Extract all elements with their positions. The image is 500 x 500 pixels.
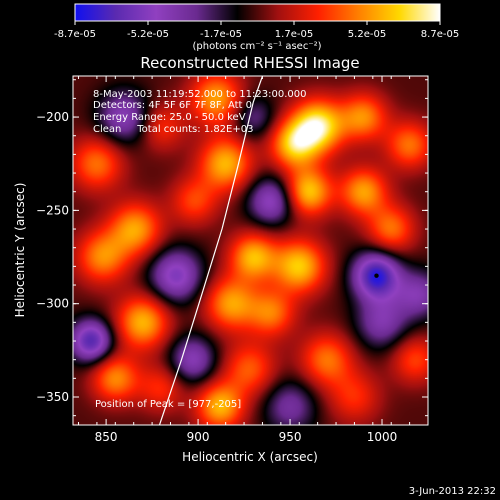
y-tick-label: −300 xyxy=(36,297,69,311)
annotations: 8-May-2003 11:19:52.000 to 11:23:00.000 … xyxy=(93,89,306,410)
annotation-energy: Energy Range: 25.0 - 50.0 keV xyxy=(93,112,246,123)
colorbar-tick-label: 1.7e-05 xyxy=(275,29,313,40)
axis-ticks: 850 900 950 1000 −200 −250 −300 −350 xyxy=(36,76,429,444)
chart-title: Reconstructed RHESSI Image xyxy=(140,54,359,72)
x-tick-label: 1000 xyxy=(367,430,398,444)
heatmap-image xyxy=(73,76,428,425)
footer-date: 3-Jun-2013 22:32 xyxy=(409,486,496,497)
annotation-peak: Position of Peak = [977,-205] xyxy=(95,399,241,410)
colorbar-unit-label: (photons cm⁻² s⁻¹ asec⁻²) xyxy=(192,41,321,52)
x-tick-label: 950 xyxy=(279,430,302,444)
peak-marker xyxy=(374,273,379,278)
y-axis-label: Heliocentric Y (arcsec) xyxy=(13,183,27,318)
colorbar-tick-label: 8.7e-05 xyxy=(421,29,459,40)
x-tick-label: 900 xyxy=(187,430,210,444)
y-tick-label: −350 xyxy=(36,390,69,404)
y-tick-label: −200 xyxy=(36,110,69,124)
y-tick-label: −250 xyxy=(36,203,69,217)
x-axis-label: Heliocentric X (arcsec) xyxy=(182,450,318,464)
plot-frame xyxy=(72,75,429,426)
colorbar: -8.7e-05 -5.2e-05 -1.7e-05 1.7e-05 5.2e-05 8.… xyxy=(54,3,459,52)
x-tick-label: 850 xyxy=(95,430,118,444)
colorbar-tick-label: -5.2e-05 xyxy=(127,29,169,40)
annotation-date-range: 8-May-2003 11:19:52.000 to 11:23:00.000 xyxy=(93,89,306,100)
colorbar-bar xyxy=(74,3,441,22)
annotation-detectors: Detectors: 4F 5F 6F 7F 8F, Att 0 xyxy=(93,100,252,111)
plot-area: 850 900 950 1000 −200 −250 −300 −350 xyxy=(36,75,429,444)
colorbar-tick-label: 5.2e-05 xyxy=(348,29,386,40)
colorbar-ticks: -8.7e-05 -5.2e-05 -1.7e-05 1.7e-05 5.2e-05 8.… xyxy=(54,21,459,40)
annotation-clean: Clean Total counts: 1.82E+03 xyxy=(93,124,253,135)
colorbar-tick-label: -1.7e-05 xyxy=(200,29,242,40)
colorbar-tick-label: -8.7e-05 xyxy=(54,29,96,40)
solar-limb-line xyxy=(158,76,264,425)
